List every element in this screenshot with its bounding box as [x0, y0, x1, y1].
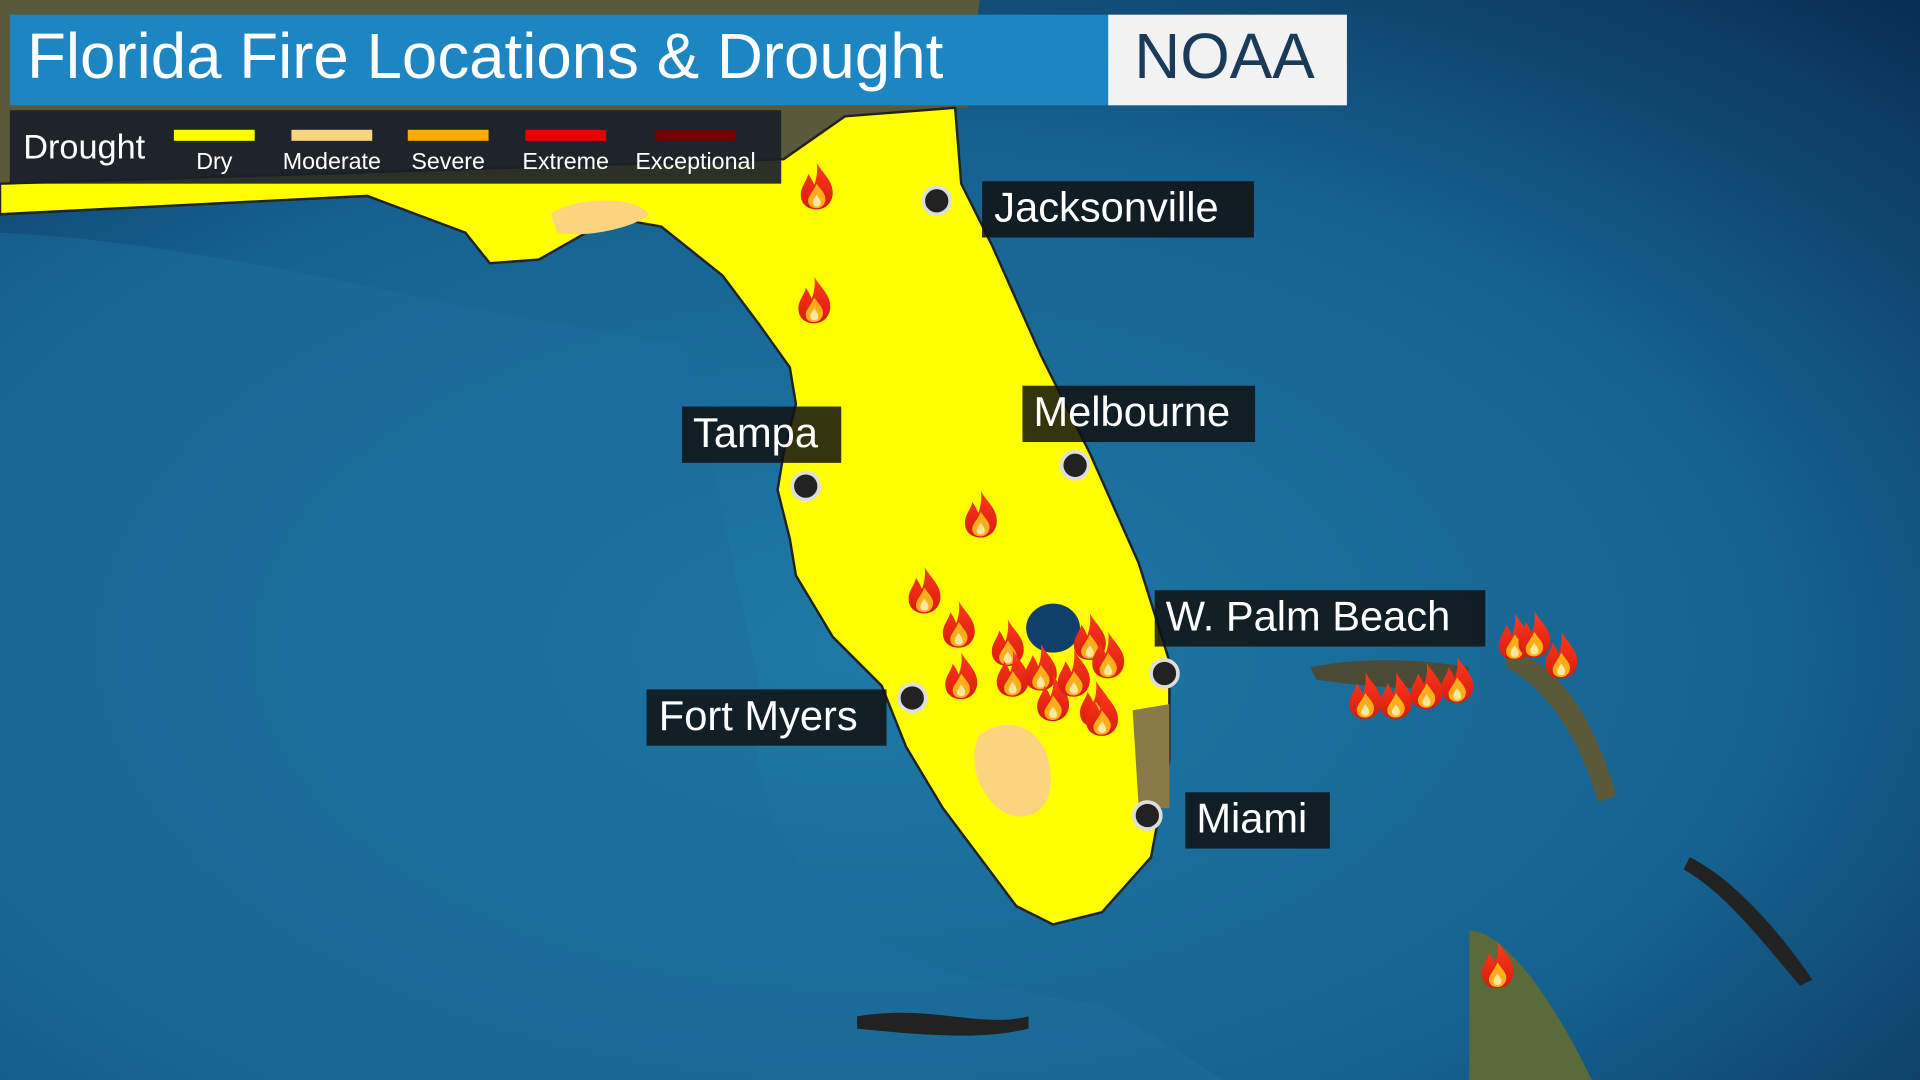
city-label-bg — [682, 406, 842, 463]
city-dot — [921, 185, 953, 217]
city-label-bg — [1185, 792, 1330, 849]
city-dot — [1132, 800, 1163, 831]
city-label-bg — [982, 181, 1254, 238]
city-label: Tampa — [693, 409, 819, 456]
city-label: Jacksonville — [994, 184, 1218, 231]
legend: Drought Dry Moderate Severe Extreme Exceptio… — [9, 110, 782, 184]
city-label: W. Palm Beach — [1166, 593, 1451, 640]
legend-label: Dry — [196, 148, 233, 174]
legend-box — [9, 110, 782, 184]
urban-area — [1132, 704, 1170, 809]
source-box — [1108, 14, 1347, 106]
city-label-bg — [1154, 590, 1486, 647]
legend-swatch — [655, 129, 736, 141]
city-label: Fort Myers — [659, 692, 858, 739]
city-dot — [1059, 450, 1091, 481]
legend-swatch — [291, 129, 373, 141]
city-dot — [790, 470, 822, 502]
legend-swatch — [407, 129, 489, 141]
island — [1683, 857, 1813, 986]
moderate-area — [551, 200, 649, 235]
legend-label: Moderate — [283, 148, 381, 174]
city-dot — [1149, 658, 1180, 689]
island — [1506, 648, 1617, 803]
city-label: Melbourne — [1033, 388, 1230, 435]
legend-label: Extreme — [522, 148, 609, 174]
title: Florida Fire Locations & Drought — [27, 21, 944, 92]
legend-label: Severe — [411, 148, 485, 174]
legend-label: Exceptional — [635, 148, 755, 174]
city-dot — [896, 682, 928, 714]
source: NOAA — [1134, 21, 1315, 92]
keys — [857, 1012, 1029, 1036]
city-label-bg — [646, 689, 887, 746]
city-label-bg — [1022, 385, 1256, 443]
shelf — [0, 232, 1225, 1080]
title-bar — [9, 14, 1109, 106]
cities: Jacksonville Melbourne Tampa W. Palm Bea… — [646, 181, 1486, 849]
legend-title: Drought — [23, 128, 145, 166]
lake — [1026, 603, 1080, 653]
legend-swatch — [525, 129, 607, 141]
moderate-area — [974, 725, 1051, 817]
legend-swatch — [173, 129, 255, 141]
city-label: Miami — [1196, 795, 1307, 842]
